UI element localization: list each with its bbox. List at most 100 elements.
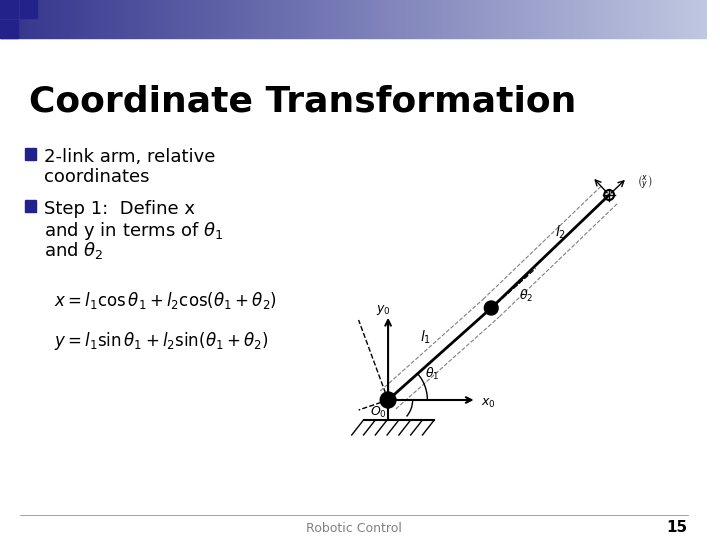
Bar	[188, 0, 189, 38]
Bar	[158, 0, 159, 38]
Bar	[510, 0, 511, 38]
Bar	[264, 0, 265, 38]
Bar	[220, 0, 221, 38]
Bar	[475, 0, 477, 38]
Bar	[381, 0, 382, 38]
Bar	[38, 0, 40, 38]
Bar	[165, 0, 166, 38]
Bar	[410, 0, 412, 38]
Bar	[203, 0, 204, 38]
Bar	[63, 0, 64, 38]
Bar	[251, 0, 253, 38]
Bar	[595, 0, 596, 38]
Bar	[600, 0, 601, 38]
Bar	[379, 0, 380, 38]
Bar	[265, 0, 266, 38]
Bar	[210, 0, 211, 38]
Bar	[456, 0, 457, 38]
Bar	[389, 0, 390, 38]
Bar	[78, 0, 80, 38]
Bar	[466, 0, 467, 38]
Bar	[405, 0, 406, 38]
Bar	[585, 0, 587, 38]
Bar	[305, 0, 307, 38]
Bar	[256, 0, 258, 38]
Bar	[630, 0, 631, 38]
Bar	[61, 0, 62, 38]
Bar	[301, 0, 302, 38]
Bar	[603, 0, 604, 38]
Bar	[620, 0, 621, 38]
Text: $y_0$: $y_0$	[377, 303, 391, 317]
Bar	[225, 0, 226, 38]
Bar	[239, 0, 240, 38]
Bar	[610, 0, 611, 38]
Bar	[41, 0, 42, 38]
Bar	[521, 0, 522, 38]
Bar	[604, 0, 606, 38]
Bar	[328, 0, 329, 38]
Bar	[184, 0, 185, 38]
Bar	[621, 0, 622, 38]
Bar	[169, 0, 170, 38]
Bar	[100, 0, 102, 38]
Bar	[163, 0, 164, 38]
Bar	[437, 0, 438, 38]
Bar	[0, 0, 1, 38]
Bar	[211, 0, 212, 38]
Bar	[0, 0, 18, 18]
Bar	[385, 0, 386, 38]
Bar	[216, 0, 217, 38]
Bar	[156, 0, 157, 38]
Bar	[50, 0, 51, 38]
Bar	[167, 0, 168, 38]
Bar	[296, 0, 297, 38]
Bar	[285, 0, 286, 38]
Bar	[703, 0, 704, 38]
Bar	[25, 0, 27, 38]
Bar	[30, 0, 32, 38]
Bar	[667, 0, 668, 38]
Bar	[134, 0, 135, 38]
Bar	[36, 0, 37, 38]
Bar	[35, 0, 36, 38]
Bar	[624, 0, 625, 38]
Bar	[75, 0, 76, 38]
Bar	[412, 0, 413, 38]
Bar	[397, 0, 398, 38]
Bar	[312, 0, 313, 38]
Bar	[529, 0, 531, 38]
Bar	[161, 0, 162, 38]
Bar	[293, 0, 294, 38]
Bar	[458, 0, 459, 38]
Bar	[95, 0, 96, 38]
Bar	[320, 0, 321, 38]
Bar	[254, 0, 256, 38]
Text: Step 1:  Define x: Step 1: Define x	[44, 200, 195, 218]
Bar	[387, 0, 388, 38]
Bar	[335, 0, 336, 38]
Bar	[497, 0, 498, 38]
Bar	[334, 0, 335, 38]
Bar	[706, 0, 707, 38]
Bar	[123, 0, 124, 38]
Bar	[544, 0, 545, 38]
Bar	[692, 0, 693, 38]
Bar	[602, 0, 603, 38]
Bar	[96, 0, 97, 38]
Bar	[215, 0, 216, 38]
Bar	[457, 0, 458, 38]
Bar	[72, 0, 73, 38]
Bar	[418, 0, 420, 38]
Bar	[394, 0, 395, 38]
Bar	[62, 0, 63, 38]
Bar	[329, 0, 330, 38]
Bar	[73, 0, 75, 38]
Bar	[505, 0, 506, 38]
Bar	[483, 0, 485, 38]
Bar	[616, 0, 617, 38]
Bar	[491, 0, 492, 38]
Bar	[24, 200, 36, 212]
Text: coordinates: coordinates	[44, 168, 150, 186]
Bar	[230, 0, 231, 38]
